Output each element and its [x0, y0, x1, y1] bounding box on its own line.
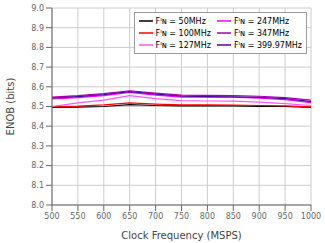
- svg-text:8.6: 8.6: [31, 83, 44, 92]
- svg-text:950: 950: [277, 212, 292, 221]
- svg-text:650: 650: [122, 212, 137, 221]
- svg-text:ENOB (bits): ENOB (bits): [8, 78, 16, 136]
- html-text:Fᴵɴ = 399.97MHz: Fᴵɴ = 399.97MHz: [233, 40, 302, 50]
- svg-text:850: 850: [226, 212, 241, 221]
- svg-text:8.2: 8.2: [31, 161, 44, 170]
- svg-text:550: 550: [70, 212, 85, 221]
- svg-text:500: 500: [44, 212, 59, 221]
- svg-text:Clock Frequency (MSPS): Clock Frequency (MSPS): [121, 230, 241, 241]
- svg-text:600: 600: [96, 212, 111, 221]
- svg-text:8.5: 8.5: [31, 102, 44, 111]
- svg-text:8.0: 8.0: [31, 201, 44, 210]
- html-text:Fᴵɴ = 50MHz: Fᴵɴ = 50MHz: [155, 16, 206, 26]
- svg-text:8.8: 8.8: [31, 43, 44, 52]
- svg-text:700: 700: [148, 212, 163, 221]
- svg-text:1000: 1000: [301, 212, 317, 221]
- svg-text:750: 750: [174, 212, 189, 221]
- svg-text:8.4: 8.4: [31, 122, 44, 131]
- svg-text:8.7: 8.7: [31, 63, 44, 72]
- svg-text:9.0: 9.0: [31, 4, 44, 13]
- html-text:Fᴵɴ = 347MHz: Fᴵɴ = 347MHz: [233, 28, 290, 38]
- html-text:Fᴵɴ = 247MHz: Fᴵɴ = 247MHz: [233, 16, 290, 26]
- svg-text:900: 900: [252, 212, 267, 221]
- svg-text:8.9: 8.9: [31, 24, 44, 33]
- html-text:Fᴵɴ = 100MHz: Fᴵɴ = 100MHz: [155, 28, 211, 38]
- svg-text:8.1: 8.1: [31, 181, 44, 190]
- svg-text:800: 800: [200, 212, 215, 221]
- svg-text:8.3: 8.3: [31, 142, 44, 151]
- html-text:Fᴵɴ = 127MHz: Fᴵɴ = 127MHz: [155, 40, 211, 50]
